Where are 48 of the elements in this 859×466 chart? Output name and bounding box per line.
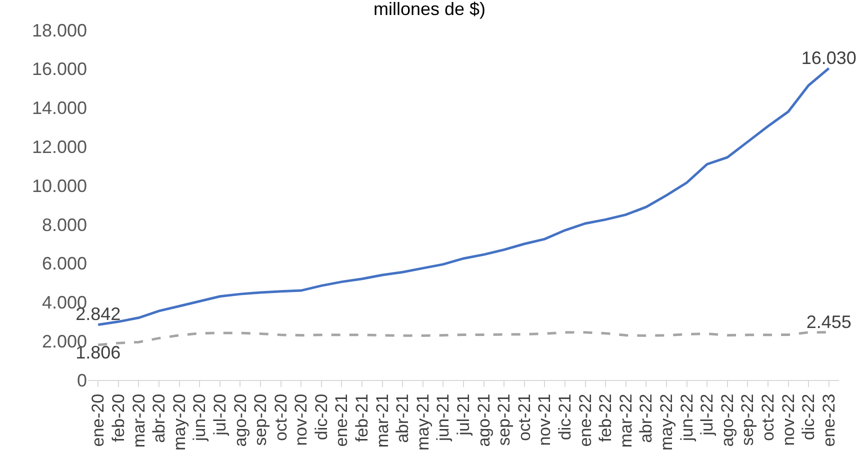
x-tick-label: ene-23 [819, 394, 838, 447]
x-tick-label: dic-22 [799, 394, 818, 440]
x-tick-label: mar-20 [129, 394, 148, 448]
x-tick-label: dic-20 [312, 394, 331, 440]
x-tick-label: sep-20 [251, 394, 270, 446]
x-tick-label: sep-22 [738, 394, 758, 446]
x-tick-label: jul-21 [454, 394, 474, 436]
x-tick-label: may-20 [170, 394, 189, 450]
x-tick-label: feb-20 [108, 394, 128, 442]
x-tick-label: may-22 [656, 394, 676, 450]
x-tick-label: abr-22 [636, 394, 656, 443]
y-tick-label: 8.000 [42, 214, 87, 235]
x-tick-label: ene-22 [576, 394, 595, 447]
x-tick-label: ago-22 [718, 394, 737, 447]
x-tick-label: sep-21 [494, 394, 514, 446]
x-tick-label: dic-21 [556, 394, 575, 440]
x-tick-label: ene-20 [88, 394, 108, 447]
y-tick-label: 16.000 [32, 59, 87, 80]
x-tick-label: feb-22 [596, 394, 616, 442]
data-label: 16.030 [801, 48, 856, 68]
y-tick-label: 14.000 [32, 98, 87, 118]
x-tick-label: abr-21 [393, 394, 412, 443]
x-tick-label: jul-20 [210, 394, 230, 436]
y-tick-label: 12.000 [32, 136, 87, 157]
data-label: 2.455 [806, 312, 852, 332]
x-tick-label: jun-20 [190, 394, 210, 442]
y-tick-label: 18.000 [32, 20, 87, 40]
y-tick-label: 6.000 [42, 254, 87, 274]
x-tick-label: nov-22 [778, 394, 798, 446]
x-tick-label: ago-20 [230, 394, 250, 447]
x-tick-label: oct-22 [758, 394, 778, 442]
x-tick-label: ago-21 [474, 394, 494, 447]
x-tick-label: mar-22 [616, 394, 636, 448]
chart-title: millones de $) [373, 0, 486, 19]
x-tick-label: jun-21 [434, 394, 453, 442]
x-tick-label: oct-21 [514, 394, 534, 442]
x-tick-label: mar-21 [372, 394, 392, 448]
y-tick-label: 0 [76, 370, 87, 390]
x-tick-label: abr-20 [150, 394, 169, 443]
x-tick-label: may-21 [413, 394, 432, 450]
x-tick-label: jun-22 [677, 394, 696, 442]
x-tick-label: ene-21 [332, 394, 352, 447]
x-tick-label: oct-20 [271, 394, 290, 442]
x-tick-label: nov-20 [292, 394, 311, 446]
y-tick-label: 10.000 [32, 176, 87, 196]
x-tick-label: jul-22 [698, 394, 717, 436]
x-tick-label: feb-21 [352, 394, 372, 442]
x-tick-label: nov-21 [535, 394, 554, 446]
